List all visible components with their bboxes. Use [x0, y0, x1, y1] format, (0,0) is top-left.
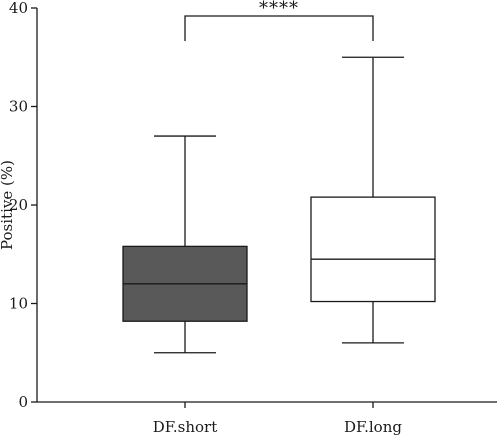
y-tick-label: 40: [9, 0, 28, 17]
x-tick-label: DF.short: [153, 418, 217, 436]
y-axis-title: Positive (%): [0, 160, 16, 250]
x-tick-label: DF.long: [344, 418, 402, 436]
y-tick-label: 20: [9, 196, 28, 214]
iqr-box: [310, 196, 436, 303]
y-tick-label: 0: [18, 393, 28, 411]
box-df-long: [310, 56, 436, 344]
y-tick-label: 30: [9, 98, 28, 116]
significance-bracket: [184, 15, 374, 41]
y-tick-label: 10: [9, 295, 28, 313]
significance-label: ****: [259, 0, 299, 19]
box-df-short: [122, 135, 248, 354]
